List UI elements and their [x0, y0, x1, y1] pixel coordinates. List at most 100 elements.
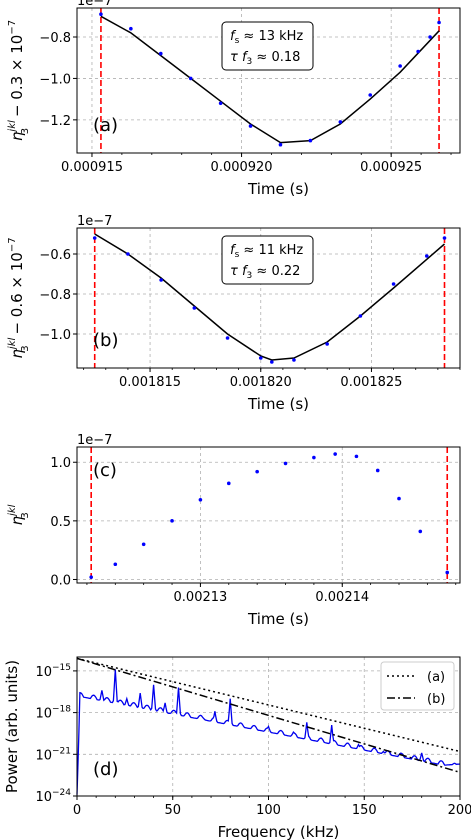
axes-frame	[76, 227, 461, 369]
annot-tau-symbol: τ f	[230, 50, 249, 65]
x-axis-label: Time (s)	[247, 610, 309, 628]
offset-text: 1e−7	[77, 214, 112, 229]
y-tick-label: −0.6	[39, 248, 71, 263]
annotation-line-2: τ f3 ≈ 0.18	[230, 50, 300, 67]
annotation-line-1: fs ≈ 13 kHz	[230, 29, 303, 46]
y-axis-label: ηjkl 3	[7, 504, 31, 525]
legend-label: (a)	[427, 670, 445, 685]
data-point	[278, 142, 283, 147]
y-tick-label: 10−24	[35, 788, 71, 805]
data-point	[258, 356, 263, 360]
data-point	[141, 542, 146, 547]
y-label-subscript: 3	[20, 345, 31, 351]
y-tick-label: −1.0	[39, 72, 71, 87]
y-tick-exponent: −21	[52, 746, 71, 756]
data-point	[218, 101, 223, 106]
y-tick-label: −1.2	[39, 114, 71, 129]
x-tick-label: 0.001825	[340, 375, 402, 390]
annot-fs-value: ≈ 11 kHz	[239, 243, 303, 258]
data-point	[92, 236, 97, 240]
y-tick-base: 10	[35, 790, 52, 805]
data-point	[325, 342, 329, 346]
y-label-subscript: 3	[20, 512, 31, 518]
annot-tau-subscript: 3	[247, 271, 253, 281]
y-label-exponent: −7	[7, 20, 18, 35]
panel-b: 0.001815 0.001820 0.001825 −0.6 −0.8 −1.0 1e−7…	[7, 214, 461, 413]
x-tick-label: 100	[256, 803, 281, 818]
x-tick-label: 0.001820	[230, 375, 292, 390]
y-tick-label: −1.0	[39, 328, 71, 343]
x-axis-label: Time (s)	[247, 180, 309, 198]
data-point	[158, 51, 163, 56]
annot-fs-symbol: f	[230, 29, 237, 44]
data-point	[308, 138, 313, 143]
data-point	[192, 306, 197, 310]
y-tick-base: 10	[35, 748, 52, 763]
data-point	[375, 468, 380, 473]
y-axis-label: Power (arb. units)	[3, 660, 21, 793]
data-point	[126, 252, 130, 256]
x-tick-label: 0	[73, 803, 81, 818]
data-point	[170, 519, 174, 523]
data-point	[226, 481, 231, 486]
data-point	[198, 497, 203, 502]
annot-fs-value: ≈ 13 kHz	[239, 29, 303, 44]
offset-text: 1e−7	[77, 433, 112, 448]
y-label-tail: − 0.3 × 10	[8, 35, 26, 122]
y-label-symbol: η	[8, 515, 26, 525]
x-tick-label: 0.000925	[360, 160, 422, 175]
y-label-symbol: η	[8, 349, 26, 359]
annot-tau-value: ≈ 0.22	[252, 264, 300, 279]
data-point	[248, 124, 253, 128]
annot-fs-symbol: f	[230, 243, 237, 258]
x-tick-label: 50	[164, 803, 181, 818]
data-point	[283, 461, 288, 466]
y-label-symbol: η	[8, 131, 26, 141]
y-label-tail: − 0.6 × 10	[8, 252, 26, 339]
annot-tau-subscript: 3	[247, 57, 253, 67]
y-label-superscript: jkl	[7, 504, 18, 518]
data-point	[270, 360, 274, 364]
annot-tau-symbol: τ f	[230, 264, 249, 279]
power-law-b	[76, 657, 461, 774]
data-point	[255, 469, 259, 474]
x-tick-label: 0.00213	[174, 590, 228, 605]
data-point	[225, 336, 230, 340]
y-tick-exponent: −15	[52, 663, 71, 673]
y-label-subscript: 3	[20, 128, 31, 134]
axes-frame	[76, 446, 461, 584]
y-tick-base: 10	[35, 707, 52, 722]
x-tick-label: 0.000920	[211, 160, 273, 175]
data-point	[445, 570, 450, 575]
data-point	[338, 120, 343, 124]
y-tick-label: −0.8	[39, 31, 71, 46]
panel-letter: (d)	[93, 759, 118, 780]
model-curve	[94, 233, 445, 361]
data-point	[391, 282, 396, 286]
data-point	[442, 236, 447, 240]
x-axis-label: Time (s)	[247, 395, 309, 413]
data-point	[418, 529, 423, 534]
y-tick-label: 1.0	[50, 456, 71, 471]
power-law-a	[76, 657, 461, 753]
panel-letter: (b)	[93, 330, 118, 351]
panel-c: 0.00213 0.00214 0.0 0.5 1.0 1e−7 (c) Time (s) ηj…	[7, 433, 461, 628]
data-point	[292, 358, 296, 362]
y-label-superscript: jkl	[7, 337, 18, 351]
data-point	[312, 455, 316, 460]
data-point	[354, 454, 359, 459]
annot-fs-subscript: s	[235, 250, 240, 260]
x-tick-label: 150	[352, 803, 377, 818]
data-point	[99, 12, 103, 17]
x-tick-label: 200	[448, 803, 471, 818]
data-point	[416, 49, 420, 54]
y-tick-label: 0.5	[50, 515, 71, 530]
data-point	[368, 93, 373, 97]
panel-d: 0 50 100 150 20010−1510−1810−2110−24(a)(b)(d…	[3, 656, 471, 840]
axes-frame	[76, 7, 461, 154]
annot-fs-subscript: s	[235, 36, 240, 46]
data-point	[398, 64, 402, 68]
panel-a: 0.000915 0.000920 0.000925 −0.8 −1.0 −1.2 1e−7…	[7, 0, 461, 198]
annotation-line-1: fs ≈ 11 kHz	[230, 243, 303, 260]
data-point	[89, 575, 93, 579]
